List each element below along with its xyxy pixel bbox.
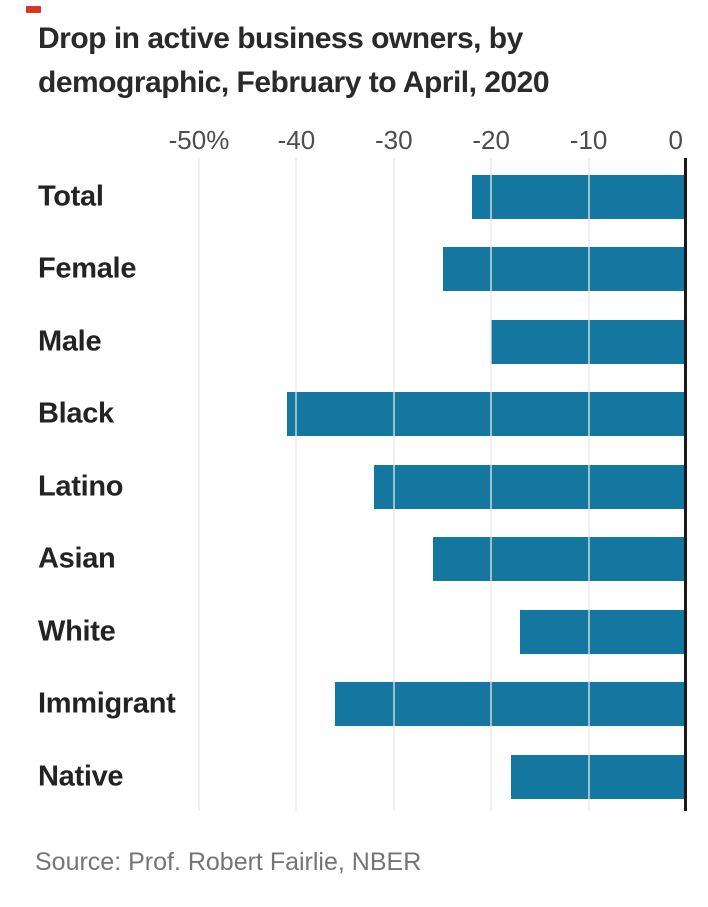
x-axis-tick-label: -40 [277, 125, 316, 155]
x-axis-tick-label: -30 [375, 125, 413, 155]
bar-black [286, 392, 686, 437]
x-axis-tick-label: -50% [168, 125, 230, 155]
category-label-white: White [38, 615, 116, 648]
grid-line [392, 158, 395, 811]
category-label-asian: Asian [38, 542, 116, 575]
x-axis-tick-label: -20 [472, 125, 510, 155]
bar-latino [374, 464, 686, 509]
bar-female [442, 247, 686, 292]
grid-line [295, 158, 298, 811]
bar-white [520, 609, 686, 654]
chart-title-line-2: demographic, February to April, 2020 [38, 66, 550, 99]
category-label-latino: Latino [38, 470, 124, 503]
category-label-total: Total [38, 180, 104, 213]
bar-native [510, 754, 686, 799]
chart-title-line-1: Drop in active business owners, by [38, 22, 523, 55]
bar-chart: -50% -40 -30 -20 -10 0 Total Female Male Black Lat… [38, 125, 687, 811]
source-note: Source: Prof. Robert Fairlie, NBER [35, 848, 422, 876]
zero-baseline [684, 158, 687, 811]
category-label-native: Native [38, 760, 124, 793]
category-label-female: Female [38, 252, 137, 285]
category-label-black: Black [38, 397, 114, 430]
bar-immigrant [335, 682, 686, 727]
grid-line [490, 158, 493, 811]
bar-total [471, 175, 686, 219]
grid-line [198, 158, 200, 811]
bar-asian [432, 537, 686, 582]
category-label-immigrant: Immigrant [38, 687, 176, 720]
grid-line [587, 158, 590, 811]
x-axis-tick-label: 0 [668, 125, 683, 155]
red-kicker-mark [26, 6, 41, 13]
x-axis-tick-label: -10 [569, 125, 608, 155]
category-label-male: Male [38, 325, 102, 358]
